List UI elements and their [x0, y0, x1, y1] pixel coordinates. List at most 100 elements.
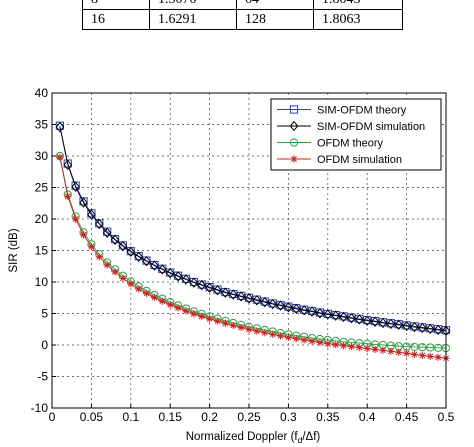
y-axis-label: SIR (dB) — [8, 228, 20, 272]
data-point — [221, 287, 230, 298]
data-point — [166, 301, 174, 309]
data-point — [245, 325, 253, 333]
y-tick-label: 20 — [35, 212, 49, 226]
data-point — [418, 322, 427, 334]
data-point — [79, 231, 88, 239]
data-point — [205, 282, 214, 293]
data-point — [198, 312, 206, 320]
legend-item: OFDM theory — [277, 138, 384, 150]
x-axis-label-tail: /Δf) — [302, 431, 320, 443]
data-point — [213, 317, 222, 325]
data-point — [268, 298, 277, 310]
table-row: 16 1.6291 128 1.8063 — [82, 9, 403, 30]
legend-item: SIM-OFDM theory — [277, 105, 407, 117]
data-point — [103, 261, 111, 269]
y-tick-label: 30 — [35, 149, 49, 163]
tick-labels: 0 0.05 0.1 0.15 0.2 0.25 0.3 0.35 0.4 0.45 0.5 -10 -… — [31, 86, 455, 424]
y-tick-label: -5 — [37, 370, 48, 384]
data-point — [387, 347, 395, 355]
data-point — [118, 240, 128, 252]
data-point — [347, 313, 356, 324]
data-point — [378, 317, 388, 329]
data-point — [213, 285, 222, 296]
data-point — [221, 319, 229, 327]
data-point — [394, 319, 403, 331]
x-tick-label: 0.1 — [122, 410, 139, 424]
data-point — [189, 277, 199, 288]
legend-label: SIM-OFDM simulation — [317, 121, 425, 133]
series-sim-ofdm-simulation — [55, 121, 451, 337]
data-point — [371, 345, 379, 354]
data-point — [426, 343, 435, 352]
y-tick-label: 15 — [35, 244, 49, 258]
data-point — [190, 310, 198, 318]
data-point — [228, 289, 238, 300]
y-tick-label: 5 — [41, 307, 48, 321]
data-point — [324, 340, 332, 348]
series-layer — [55, 121, 451, 362]
data-point — [63, 159, 73, 171]
data-point — [418, 351, 426, 359]
data-point — [95, 253, 103, 261]
data-point — [127, 280, 135, 288]
data-point — [362, 315, 372, 326]
legend-item: SIM-OFDM simulation — [277, 120, 425, 133]
data-point — [425, 323, 435, 335]
data-point — [55, 121, 65, 133]
data-point — [347, 342, 356, 351]
y-tick-label: 35 — [35, 118, 49, 132]
data-point — [292, 335, 300, 343]
data-point — [252, 295, 262, 306]
data-point — [261, 329, 269, 337]
data-point — [284, 333, 292, 342]
series-line — [59, 126, 447, 332]
data-point — [300, 336, 308, 344]
data-point — [71, 181, 80, 193]
legend-label: SIM-OFDM theory — [317, 105, 407, 117]
data-point — [87, 209, 96, 220]
data-point — [269, 330, 277, 338]
x-tick-label: 0.3 — [280, 410, 297, 424]
data-point — [339, 342, 348, 350]
y-tick-label: 0 — [41, 338, 48, 352]
x-axis-label-main: Normalized Doppler (f — [186, 431, 299, 443]
x-tick-label: 0.45 — [395, 410, 419, 424]
data-point — [236, 291, 246, 302]
data-point — [363, 344, 371, 353]
x-tick-label: 0.2 — [201, 410, 218, 424]
data-point — [434, 353, 442, 361]
data-point — [165, 267, 175, 279]
data-point — [434, 343, 443, 352]
y-tick-label: 10 — [35, 275, 49, 289]
data-point — [206, 315, 214, 323]
data-point — [386, 318, 396, 330]
data-point — [402, 320, 411, 332]
data-point — [253, 327, 261, 335]
x-tick-label: 0.5 — [438, 410, 455, 424]
data-point — [197, 279, 206, 291]
data-point — [410, 321, 419, 333]
data-point — [72, 215, 80, 223]
data-point — [403, 349, 411, 357]
data-point — [426, 352, 434, 360]
data-point — [110, 234, 120, 245]
data-point — [355, 314, 364, 325]
data-point — [244, 293, 254, 304]
data-point — [142, 256, 151, 267]
data-point — [126, 246, 136, 257]
table-cell: 16 — [82, 9, 150, 30]
data-point — [142, 289, 151, 297]
x-tick-label: 0.05 — [80, 410, 104, 424]
data-point — [395, 348, 403, 356]
x-axis-label-sub: d — [298, 435, 303, 445]
data-point — [150, 260, 159, 271]
data-point — [308, 337, 316, 345]
data-point — [150, 293, 159, 302]
x-axis-label: Normalized Doppler (fd/Δf) — [186, 431, 321, 445]
x-tick-label: 0.4 — [359, 410, 376, 424]
data-point — [332, 341, 340, 349]
data-point — [284, 302, 293, 313]
data-point — [370, 316, 380, 327]
data-point — [323, 309, 333, 320]
